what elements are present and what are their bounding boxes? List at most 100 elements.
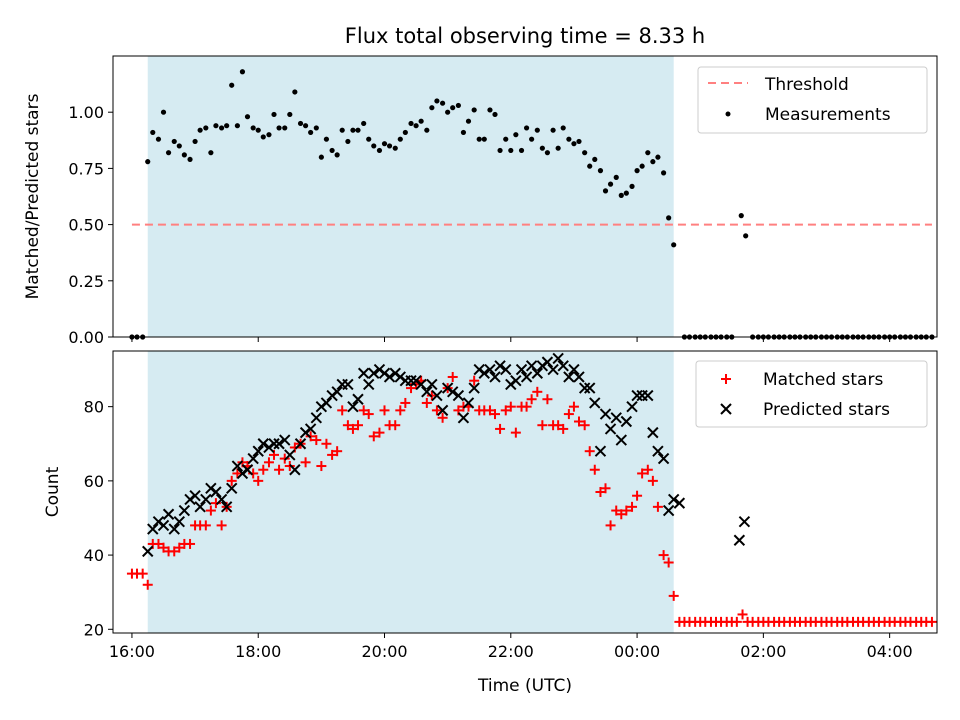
bottom-y-tick-label: 60 xyxy=(84,472,104,491)
predicted-star-point-b xyxy=(446,386,459,398)
predicted-star-point-b xyxy=(231,460,244,472)
matched-star-point xyxy=(637,468,648,479)
matched-star-point xyxy=(600,483,611,494)
predicted-star-point-b xyxy=(247,452,259,465)
matched-star-point xyxy=(379,405,390,416)
measurement-point xyxy=(197,127,203,133)
predicted-star-point-b xyxy=(557,360,569,372)
measurement-point xyxy=(497,147,503,154)
matched-star-point xyxy=(400,397,411,408)
predicted-star-point xyxy=(289,464,301,476)
matched-star-point xyxy=(374,427,385,438)
predicted-star-point xyxy=(631,389,643,402)
matched-star-point xyxy=(253,475,264,486)
matched-star-point xyxy=(337,405,348,416)
predicted-star-point-b xyxy=(589,397,601,409)
measurement-point xyxy=(424,127,430,133)
predicted-star-point-b xyxy=(310,412,323,424)
predicted-star-point-b xyxy=(626,400,638,413)
matched-star-point xyxy=(363,409,374,420)
measurement-point xyxy=(276,125,282,131)
predicted-star-point-b xyxy=(268,438,280,450)
predicted-star-point xyxy=(500,363,512,376)
x-tick-label: 18:00 xyxy=(235,642,281,661)
measurement-point xyxy=(582,150,588,156)
matched-star-point xyxy=(652,501,663,512)
measurement-point xyxy=(487,107,493,113)
measurement-point xyxy=(481,136,487,142)
predicted-star-point-b xyxy=(631,389,643,402)
measurement-point xyxy=(639,163,645,169)
predicted-star-point-b xyxy=(599,408,612,420)
measurement-point xyxy=(503,136,509,142)
measurement-point xyxy=(297,120,304,127)
predicted-star-point-b xyxy=(257,438,269,450)
predicted-star-point xyxy=(268,438,280,450)
measurement-point xyxy=(523,125,530,131)
predicted-star-point-b xyxy=(273,438,285,450)
matched-legend-swatch xyxy=(721,374,731,384)
matched-star-point xyxy=(926,616,937,627)
x-tick-label: 00:00 xyxy=(614,642,660,661)
matched-star-point xyxy=(316,461,327,472)
measurement-point xyxy=(555,145,561,151)
measurement-point xyxy=(171,138,177,145)
predicted-star-point xyxy=(541,356,554,368)
x-tick-label: 20:00 xyxy=(361,642,407,661)
matched-star-point xyxy=(347,423,358,434)
predicted-star-point-b xyxy=(620,415,633,428)
predicted-star-point-b xyxy=(304,423,317,435)
matched-star-point xyxy=(437,412,448,423)
measurement-point xyxy=(513,132,519,138)
predicted-star-point xyxy=(484,363,496,376)
predicted-star-point xyxy=(310,412,323,424)
predicted-star-point xyxy=(563,371,575,383)
predicted-star-point xyxy=(342,378,354,391)
measurement-point xyxy=(376,147,383,154)
predicted-star-point-b xyxy=(489,371,501,383)
predicted-star-point xyxy=(446,386,459,398)
predicted-star-point-b xyxy=(642,389,654,402)
predicted-star-point xyxy=(157,519,170,532)
matched-star-point xyxy=(332,446,343,457)
predicted-star-point-b xyxy=(520,371,533,383)
measurement-point xyxy=(618,192,624,198)
predicted-star-point-b xyxy=(431,389,443,402)
measurement-point xyxy=(282,125,288,131)
matched-legend-label: Matched stars xyxy=(763,370,883,390)
matched-star-point xyxy=(553,420,564,431)
matched-star-point xyxy=(490,409,501,420)
matched-star-point xyxy=(568,401,579,412)
measurement-point xyxy=(224,123,230,129)
predicted-star-point-b xyxy=(652,445,664,457)
measurement-point xyxy=(471,107,477,113)
matched-star-point xyxy=(542,394,553,405)
predicted-star-point xyxy=(331,386,343,398)
bottom-y-axis-ticks: 20 40 60 80 xyxy=(84,398,113,639)
matched-star-point xyxy=(274,464,285,475)
bottom-y-tick-label: 80 xyxy=(84,398,104,417)
matched-star-point xyxy=(395,405,406,416)
measurement-point xyxy=(239,69,246,75)
matched-star-point xyxy=(579,420,590,431)
predicted-star-point-b xyxy=(667,493,680,506)
matched-star-point xyxy=(647,475,658,486)
predicted-star-point xyxy=(352,393,364,405)
predicted-star-point-b xyxy=(357,367,370,379)
matched-star-point xyxy=(368,431,379,442)
predicted-star-point-b xyxy=(500,363,512,376)
matched-star-point xyxy=(627,501,638,512)
measurement-point xyxy=(302,123,309,129)
measurement-point xyxy=(650,159,656,165)
matched-star-point xyxy=(589,464,600,475)
predicted-star-point xyxy=(478,367,490,379)
measurement-point xyxy=(645,150,651,156)
measurement-point xyxy=(587,163,593,169)
x-tick-label: 22:00 xyxy=(488,642,534,661)
predicted-star-point xyxy=(279,434,291,446)
matched-star-point xyxy=(321,438,332,449)
measurement-point xyxy=(576,138,582,145)
matched-star-point xyxy=(185,538,196,549)
predicted-star-point xyxy=(531,367,544,379)
